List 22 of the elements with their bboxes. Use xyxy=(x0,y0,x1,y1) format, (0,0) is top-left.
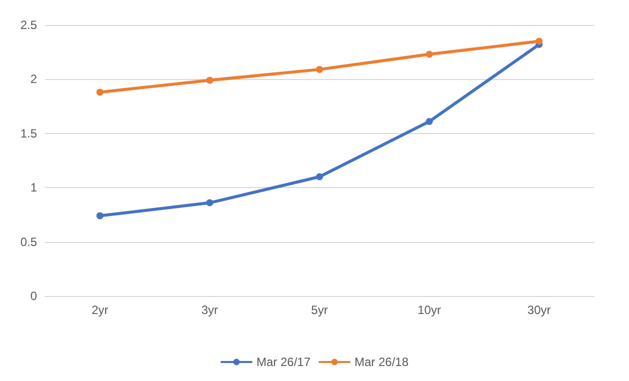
legend-label: Mar 26/18 xyxy=(354,355,409,369)
point xyxy=(426,118,433,125)
x-tick-label: 3yr xyxy=(201,303,218,317)
y-tick-label: 2 xyxy=(30,72,38,86)
point xyxy=(206,76,214,84)
point xyxy=(96,88,104,96)
point xyxy=(536,38,543,45)
y-tick-label: 1 xyxy=(30,180,38,195)
point xyxy=(206,199,214,206)
y-tick-label: 0 xyxy=(30,289,38,303)
y-tick-label: 1.5 xyxy=(20,126,38,140)
x-tick-label: 10yr xyxy=(418,303,441,317)
x-tick-label: 5yr xyxy=(311,303,328,317)
point xyxy=(316,66,323,73)
y-tick-label: 2.5 xyxy=(20,18,38,32)
point xyxy=(426,50,433,58)
point xyxy=(96,212,104,220)
legend-label: Mar 26/17 xyxy=(256,355,311,369)
y-tick-label: 0.5 xyxy=(20,234,38,249)
x-tick-label: 2yr xyxy=(92,303,108,317)
x-tick-label: 30yr xyxy=(527,303,551,317)
point xyxy=(316,173,323,180)
